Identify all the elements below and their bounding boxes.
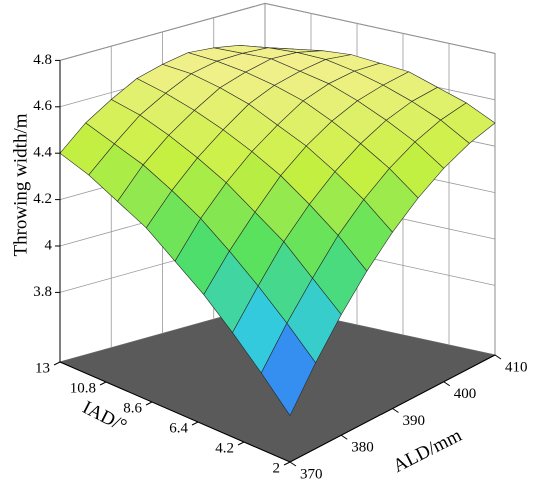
z-tick-label: 4.8 bbox=[33, 52, 52, 68]
tick-mark bbox=[145, 401, 153, 406]
y-tick-label: 2 bbox=[273, 460, 281, 476]
z-tick-label: 4.2 bbox=[33, 191, 52, 207]
x-tick-label: 380 bbox=[351, 440, 374, 456]
tick-mark bbox=[99, 381, 107, 386]
z-tick-label: 3.8 bbox=[33, 284, 52, 300]
tick-mark bbox=[191, 421, 199, 426]
x-axis-title: ALD/mm bbox=[390, 425, 466, 477]
y-tick-label: 6.4 bbox=[169, 420, 188, 436]
x-tick-label: 410 bbox=[505, 359, 528, 375]
y-tick-label: 10.8 bbox=[70, 380, 96, 396]
tick-mark bbox=[283, 461, 291, 466]
surface-cell bbox=[260, 322, 316, 417]
axis-line bbox=[59, 354, 496, 463]
x-tick-label: 390 bbox=[403, 413, 426, 429]
tick-mark bbox=[340, 434, 348, 440]
x-tick-label: 400 bbox=[454, 386, 477, 402]
tick-mark bbox=[289, 461, 297, 467]
tick-mark bbox=[237, 441, 245, 446]
y-tick-label: 4.2 bbox=[215, 440, 234, 456]
tick-mark bbox=[392, 408, 399, 413]
z-axis-title: Throwing width/m bbox=[10, 113, 31, 256]
y-tick-label: 8.6 bbox=[123, 400, 142, 416]
tick-mark bbox=[53, 361, 61, 366]
y-tick-label: 13 bbox=[35, 360, 50, 376]
x-tick-label: 370 bbox=[300, 466, 323, 482]
z-tick-label: 4.6 bbox=[33, 98, 52, 114]
z-tick-label: 4 bbox=[45, 237, 53, 253]
tick-mark bbox=[494, 354, 502, 360]
tick-mark bbox=[443, 381, 451, 387]
z-tick-label: 4.4 bbox=[33, 145, 52, 161]
